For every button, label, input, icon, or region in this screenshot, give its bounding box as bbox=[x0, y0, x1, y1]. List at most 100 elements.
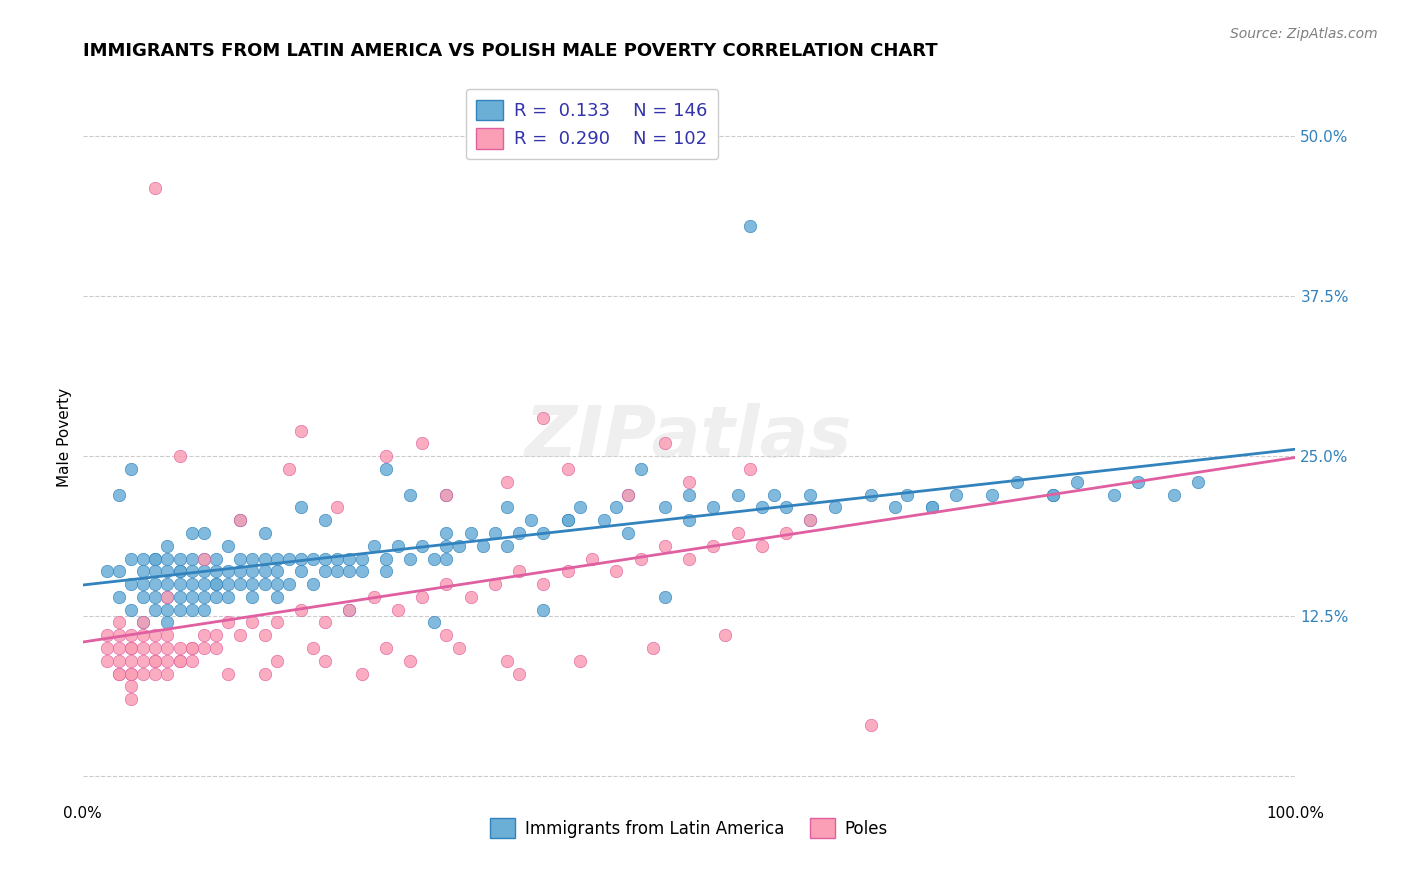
Point bbox=[617, 487, 640, 501]
Point bbox=[945, 487, 967, 501]
Point bbox=[859, 487, 882, 501]
Point bbox=[253, 666, 276, 681]
Point bbox=[290, 424, 312, 438]
Point bbox=[96, 564, 118, 578]
Point bbox=[132, 590, 155, 604]
Point bbox=[568, 500, 591, 515]
Point bbox=[145, 641, 167, 656]
Point bbox=[678, 551, 700, 566]
Point bbox=[641, 641, 664, 656]
Point bbox=[180, 641, 202, 656]
Point bbox=[581, 551, 603, 566]
Point bbox=[145, 590, 167, 604]
Point bbox=[96, 654, 118, 668]
Point bbox=[132, 654, 155, 668]
Point bbox=[557, 462, 579, 476]
Point bbox=[145, 551, 167, 566]
Point bbox=[120, 654, 142, 668]
Point bbox=[436, 577, 458, 591]
Point bbox=[132, 564, 155, 578]
Point bbox=[169, 641, 191, 656]
Point bbox=[326, 564, 349, 578]
Point bbox=[350, 564, 373, 578]
Point bbox=[363, 590, 385, 604]
Point bbox=[896, 487, 918, 501]
Point bbox=[290, 551, 312, 566]
Point bbox=[727, 487, 749, 501]
Point bbox=[799, 513, 821, 527]
Point bbox=[762, 487, 785, 501]
Point bbox=[145, 628, 167, 642]
Point bbox=[1042, 487, 1064, 501]
Point bbox=[266, 590, 288, 604]
Point bbox=[266, 551, 288, 566]
Point bbox=[253, 628, 276, 642]
Point bbox=[180, 577, 202, 591]
Point bbox=[205, 641, 228, 656]
Point bbox=[169, 590, 191, 604]
Point bbox=[132, 615, 155, 630]
Point bbox=[169, 654, 191, 668]
Point bbox=[702, 539, 724, 553]
Point bbox=[824, 500, 846, 515]
Point bbox=[520, 513, 543, 527]
Point bbox=[180, 525, 202, 540]
Text: IMMIGRANTS FROM LATIN AMERICA VS POLISH MALE POVERTY CORRELATION CHART: IMMIGRANTS FROM LATIN AMERICA VS POLISH … bbox=[83, 42, 938, 60]
Point bbox=[120, 628, 142, 642]
Point bbox=[326, 551, 349, 566]
Point bbox=[242, 590, 264, 604]
Point bbox=[156, 551, 179, 566]
Point bbox=[508, 666, 530, 681]
Point bbox=[169, 449, 191, 463]
Point bbox=[108, 666, 131, 681]
Point bbox=[193, 590, 215, 604]
Point bbox=[145, 564, 167, 578]
Point bbox=[169, 551, 191, 566]
Y-axis label: Male Poverty: Male Poverty bbox=[58, 387, 72, 486]
Point bbox=[169, 654, 191, 668]
Point bbox=[193, 551, 215, 566]
Point bbox=[654, 436, 676, 450]
Point bbox=[496, 654, 519, 668]
Point bbox=[266, 654, 288, 668]
Point bbox=[339, 603, 361, 617]
Point bbox=[496, 475, 519, 489]
Point bbox=[1102, 487, 1125, 501]
Point bbox=[156, 539, 179, 553]
Point bbox=[374, 564, 396, 578]
Point bbox=[436, 487, 458, 501]
Point bbox=[180, 641, 202, 656]
Point bbox=[654, 539, 676, 553]
Point bbox=[180, 564, 202, 578]
Point bbox=[205, 590, 228, 604]
Point bbox=[799, 487, 821, 501]
Point bbox=[557, 513, 579, 527]
Point bbox=[460, 590, 482, 604]
Point bbox=[605, 500, 627, 515]
Point bbox=[496, 500, 519, 515]
Point bbox=[205, 564, 228, 578]
Point bbox=[156, 564, 179, 578]
Point bbox=[411, 539, 433, 553]
Point bbox=[471, 539, 494, 553]
Point bbox=[180, 551, 202, 566]
Point bbox=[253, 525, 276, 540]
Point bbox=[568, 654, 591, 668]
Point bbox=[108, 487, 131, 501]
Point bbox=[411, 436, 433, 450]
Point bbox=[447, 539, 470, 553]
Point bbox=[374, 641, 396, 656]
Point bbox=[156, 603, 179, 617]
Point bbox=[217, 615, 239, 630]
Point bbox=[533, 410, 555, 425]
Point bbox=[229, 577, 252, 591]
Point bbox=[799, 513, 821, 527]
Point bbox=[242, 564, 264, 578]
Point bbox=[253, 551, 276, 566]
Point bbox=[156, 628, 179, 642]
Point bbox=[120, 641, 142, 656]
Point bbox=[557, 513, 579, 527]
Point bbox=[156, 577, 179, 591]
Point bbox=[302, 551, 325, 566]
Point bbox=[775, 500, 797, 515]
